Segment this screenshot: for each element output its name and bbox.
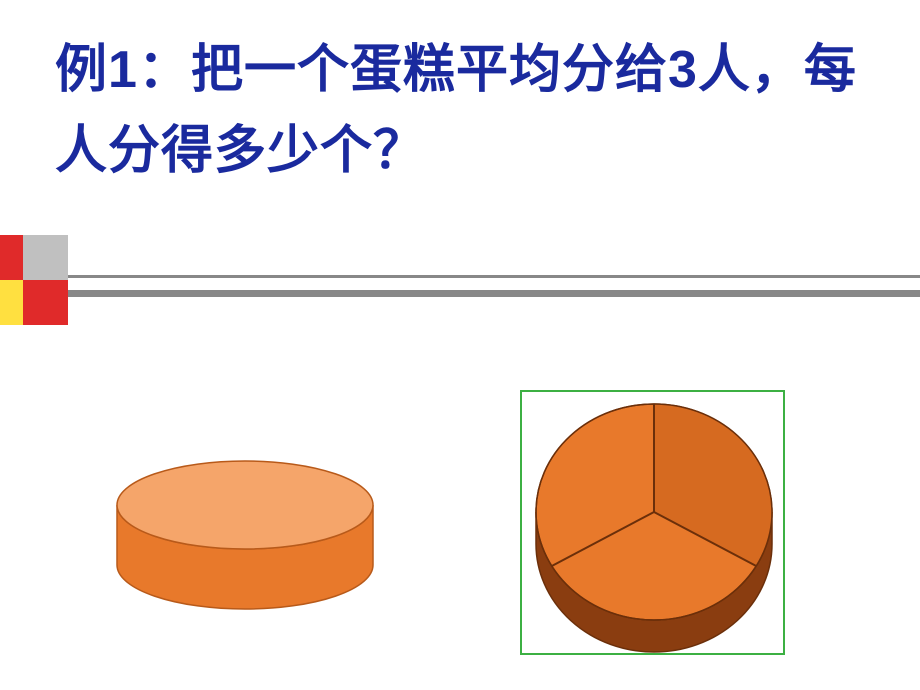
title-num1: 1 [108,41,138,99]
deco-square-2 [0,280,23,325]
title-part1: 把一个蛋糕平均分给 [191,42,668,99]
deco-square-1 [23,235,68,280]
title-block: 例1：把一个蛋糕平均分给3人，每人分得多少个？ [55,30,880,192]
deco-square-0 [0,235,23,280]
deco-square-3 [23,280,68,325]
cake-whole-svg [115,460,385,620]
title-text: 例1：把一个蛋糕平均分给3人，每人分得多少个？ [55,30,880,192]
deco-line-top [0,275,920,278]
cake-split [532,402,777,659]
cake-split-svg [532,402,777,654]
cake-whole [115,460,385,625]
title-colon: ： [138,42,191,99]
cake-split-box [520,390,785,655]
title-prefix: 例 [55,42,108,99]
title-num2: 3 [668,41,698,99]
deco-line-bottom [0,290,920,297]
